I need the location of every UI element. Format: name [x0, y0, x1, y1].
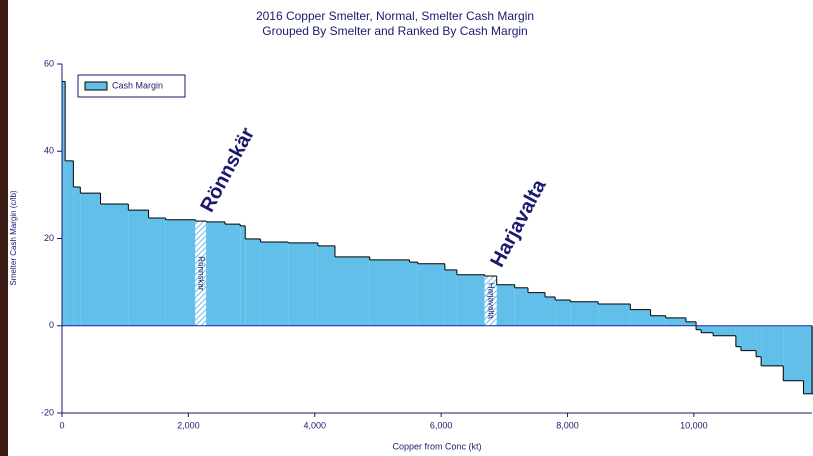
cost-bar: [240, 225, 246, 326]
cost-bar: [65, 160, 74, 326]
cost-bar: [630, 309, 651, 326]
y-tick-label: 20: [44, 233, 54, 243]
cost-bar: [369, 259, 410, 326]
cost-bar: [555, 300, 571, 326]
chart-subtitle: Grouped By Smelter and Ranked By Cash Ma…: [262, 24, 527, 38]
cost-bar: [444, 269, 457, 326]
chart-title: 2016 Copper Smelter, Normal, Smelter Cas…: [256, 9, 534, 23]
cost-bar: [803, 325, 813, 394]
cost-bar: [195, 221, 207, 326]
y-tick-label: -20: [41, 407, 54, 417]
cost-bar: [598, 303, 631, 326]
segment-label: Harjavalta: [487, 283, 496, 320]
legend-label: Cash Margin: [112, 80, 163, 90]
cost-bar: [783, 325, 804, 381]
cost-bar: [665, 317, 686, 326]
x-tick-label: 10,000: [680, 420, 708, 430]
cost-bar: [62, 81, 66, 326]
cost-bar: [225, 224, 241, 326]
x-tick-label: 4,000: [303, 420, 326, 430]
y-tick-label: 40: [44, 146, 54, 156]
cost-bar: [148, 217, 166, 326]
cost-bar: [80, 193, 101, 326]
cost-bar: [409, 262, 418, 326]
cost-bar: [650, 315, 666, 326]
cost-bar: [456, 274, 485, 326]
cost-bar: [756, 325, 762, 357]
cost-bar: [761, 325, 784, 366]
cost-bar: [484, 276, 497, 326]
cost-bar: [128, 210, 149, 326]
cost-bar: [735, 325, 741, 347]
cost-bar: [514, 287, 528, 326]
cost-bar: [701, 325, 714, 333]
cost-bar: [713, 325, 736, 336]
x-tick-label: 0: [59, 420, 64, 430]
legend-box: [77, 74, 186, 98]
cost-bar: [334, 256, 370, 326]
cost-bar: [206, 221, 226, 326]
x-axis-label: Copper from Conc (kt): [392, 441, 481, 451]
cost-bar: [696, 325, 702, 330]
cost-bar: [245, 238, 261, 326]
cost-bar: [545, 296, 556, 326]
segment-label: Rönnskär: [197, 256, 206, 291]
cost-bar: [317, 245, 335, 326]
cost-bar: [100, 204, 129, 326]
cost-bar: [570, 301, 599, 326]
legend-swatch: [84, 81, 108, 91]
cost-bar: [496, 284, 515, 326]
y-axis-label: Smelter Cash Margin (c/lb): [9, 190, 18, 285]
cost-bar: [685, 321, 697, 326]
x-tick-label: 2,000: [177, 420, 200, 430]
x-tick-label: 6,000: [430, 420, 453, 430]
y-tick-label: 60: [44, 58, 54, 68]
cost-bar: [288, 242, 318, 326]
cost-bar: [165, 219, 196, 326]
cost-bar: [527, 292, 546, 326]
cost-bar: [73, 187, 81, 326]
cost-bar: [260, 241, 289, 326]
x-tick-label: 8,000: [556, 420, 579, 430]
cost-bar: [417, 263, 445, 326]
cost-bar: [740, 325, 757, 351]
y-tick-label: 0: [49, 320, 54, 330]
